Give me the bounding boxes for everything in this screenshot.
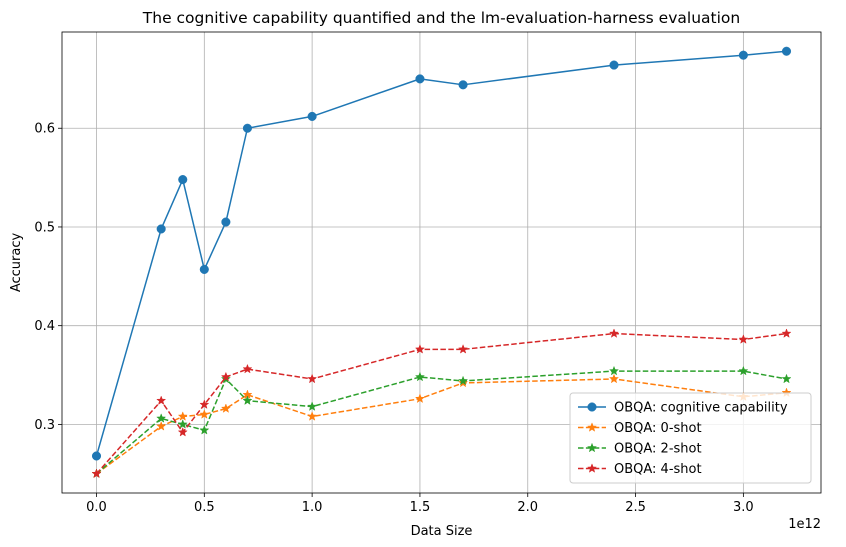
y-tick-label: 0.4: [34, 319, 55, 334]
data-point: [738, 334, 749, 344]
data-point: [307, 111, 317, 121]
legend: OBQA: cognitive capability OBQA: 0-shot OB…: [569, 392, 812, 484]
legend-marker: [586, 422, 598, 432]
data-point: [414, 344, 425, 354]
legend-entry-2: OBQA: 2-shot: [578, 442, 702, 457]
legend-entry-3: OBQA: 4-shot: [578, 462, 702, 477]
data-point: [242, 395, 253, 405]
data-point: [221, 217, 231, 227]
legend-label: OBQA: 2-shot: [614, 442, 702, 457]
data-point: [199, 409, 210, 419]
data-point: [156, 421, 167, 431]
series-layer: [91, 46, 792, 479]
data-point: [199, 399, 210, 409]
plot-frame: [61, 31, 822, 494]
data-point: [415, 74, 425, 84]
series-line: [96, 378, 787, 475]
data-point: [177, 419, 188, 429]
data-point: [177, 426, 188, 437]
x-tick-label: 2.0: [517, 500, 538, 515]
series-0: [91, 46, 792, 461]
legend-marker: [586, 463, 598, 473]
y-tick-label: 0.5: [34, 220, 55, 235]
data-point: [414, 371, 425, 382]
x-axis-label: Data Size: [411, 524, 473, 539]
data-point: [156, 395, 167, 405]
chart-title: The cognitive capability quantified and …: [142, 9, 740, 27]
data-point: [307, 411, 318, 421]
legend-label: OBQA: 0-shot: [614, 421, 702, 436]
data-point: [738, 365, 749, 376]
data-point: [307, 401, 318, 411]
data-point: [414, 393, 425, 404]
y-axis-label: Accuracy: [9, 233, 24, 293]
data-point: [199, 425, 210, 435]
data-point: [608, 328, 620, 338]
data-point: [91, 468, 102, 479]
ticks: 0.0 0.5 1.0 1.5 2.0 2.5 3.0 0.3 0.4 0.5 0.6: [34, 122, 753, 515]
data-point: [781, 373, 792, 384]
data-point: [177, 411, 188, 421]
data-point: [458, 375, 469, 386]
series-3: [91, 328, 792, 479]
data-point: [156, 224, 166, 234]
data-point: [738, 50, 748, 60]
data-point: [91, 451, 102, 461]
legend-entry-0: OBQA: cognitive capability: [578, 401, 788, 416]
legend-box: [569, 392, 812, 484]
x-tick-label: 2.5: [625, 500, 646, 515]
x-tick-label: 3.0: [733, 500, 754, 515]
data-point: [199, 264, 209, 274]
data-point: [608, 373, 620, 384]
y-tick-label: 0.3: [34, 418, 55, 433]
data-point: [156, 413, 167, 423]
data-point: [242, 363, 253, 374]
y-tick-label: 0.6: [34, 122, 55, 137]
x-offset-label: 1e12: [788, 517, 821, 532]
data-point: [458, 344, 469, 354]
data-point: [608, 365, 620, 376]
x-tick-label: 0.0: [86, 500, 107, 515]
data-point: [609, 60, 619, 70]
data-point: [307, 373, 318, 384]
series-line: [95, 50, 787, 457]
data-point: [781, 46, 792, 56]
legend-marker: [586, 442, 598, 453]
data-point: [178, 175, 188, 185]
data-point: [242, 123, 252, 133]
legend-marker: [587, 402, 597, 412]
data-point: [458, 80, 468, 90]
data-point: [220, 371, 231, 382]
legend-label: OBQA: 4-shot: [614, 462, 702, 477]
x-tick-label: 1.0: [302, 500, 323, 515]
legend-label: OBQA: cognitive capability: [614, 401, 788, 416]
data-point: [220, 403, 231, 413]
legend-entry-1: OBQA: 0-shot: [578, 421, 702, 436]
data-point: [781, 328, 792, 338]
x-tick-label: 0.5: [194, 500, 215, 515]
x-tick-label: 1.5: [410, 500, 431, 515]
series-line: [95, 332, 787, 475]
